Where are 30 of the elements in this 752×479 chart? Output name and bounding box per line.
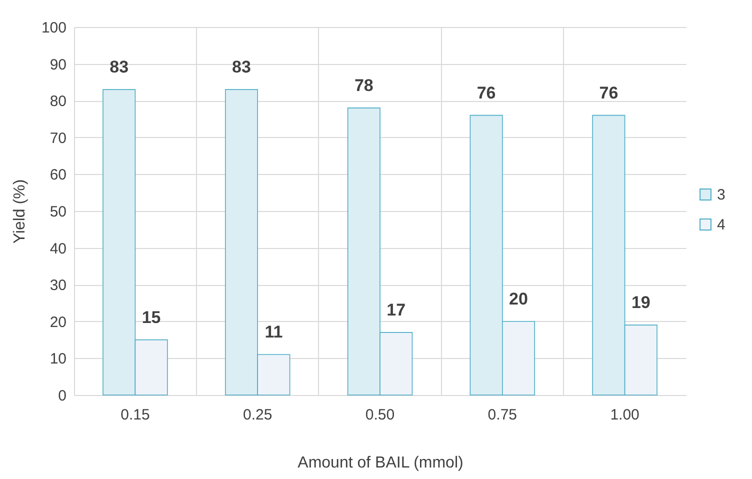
y-axis-title: Yield (%) bbox=[11, 179, 28, 244]
y-tick-label: 10 bbox=[50, 350, 66, 368]
data-label: 11 bbox=[264, 322, 283, 342]
data-label: 83 bbox=[232, 58, 251, 77]
y-tick-label: 90 bbox=[50, 56, 66, 74]
data-label: 19 bbox=[631, 293, 650, 312]
data-label: 76 bbox=[476, 83, 496, 102]
y-tick-label: 70 bbox=[50, 130, 66, 147]
x-tick-label: 0.15 bbox=[120, 406, 150, 424]
x-tick-label: 1.00 bbox=[610, 406, 640, 424]
x-tick-label: 0.75 bbox=[488, 406, 517, 424]
data-label: 83 bbox=[110, 58, 129, 77]
y-tick-label: 50 bbox=[50, 204, 66, 220]
legend-label: 4 bbox=[717, 216, 726, 234]
x-axis-title: Amount of BAIL (mmol) bbox=[298, 454, 464, 472]
data-label: 15 bbox=[142, 308, 161, 327]
legend-label: 3 bbox=[717, 186, 726, 204]
y-tick-label: 20 bbox=[50, 314, 66, 331]
data-label: 76 bbox=[599, 83, 618, 102]
y-tick-label: 60 bbox=[50, 166, 66, 184]
y-tick-label: 0 bbox=[58, 388, 66, 404]
y-tick-label: 80 bbox=[50, 93, 66, 110]
y-tick-label: 40 bbox=[50, 240, 66, 258]
data-label: 17 bbox=[386, 300, 406, 320]
y-tick-label: 30 bbox=[50, 277, 66, 294]
x-tick-label: 0.50 bbox=[365, 406, 395, 424]
data-label: 78 bbox=[354, 76, 374, 95]
y-tick-label: 100 bbox=[41, 20, 66, 36]
x-tick-label: 0.25 bbox=[243, 406, 272, 424]
data-label: 20 bbox=[509, 289, 528, 308]
